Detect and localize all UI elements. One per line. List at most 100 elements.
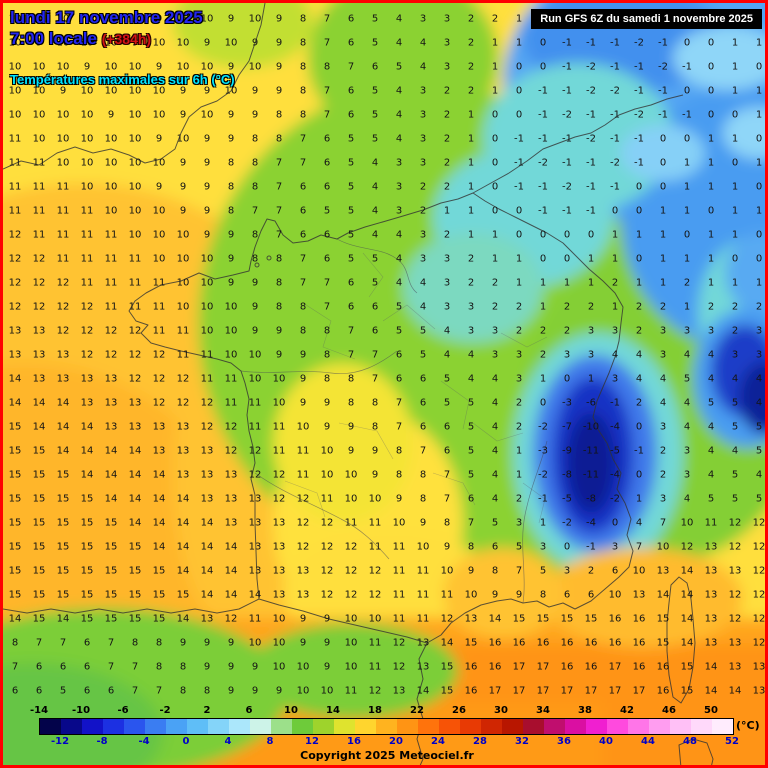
temp-value: 13 <box>200 469 214 481</box>
temp-value: 10 <box>56 61 70 73</box>
temp-value: 2 <box>467 85 475 97</box>
rivers <box>240 238 548 604</box>
temp-value: -2 <box>538 421 548 433</box>
colorbar-tick-label: 16 <box>347 736 361 747</box>
temp-value: 9 <box>323 637 331 649</box>
temp-value: -6 <box>586 397 596 409</box>
temp-value: 13 <box>104 397 118 409</box>
temp-value: 12 <box>296 517 310 529</box>
temp-value: 0 <box>731 109 739 121</box>
temp-value: 9 <box>251 685 259 697</box>
temp-value: 3 <box>515 349 523 361</box>
colorbar-tick-label: -12 <box>50 736 70 747</box>
temp-value: 15 <box>512 613 526 625</box>
temp-value: 10 <box>632 565 646 577</box>
temp-value: 15 <box>104 541 118 553</box>
temp-value: -1 <box>610 61 620 73</box>
colorbar-tick-label: 24 <box>431 736 445 747</box>
temp-value: 15 <box>80 565 94 577</box>
temp-value: 4 <box>683 397 691 409</box>
temp-value: 6 <box>371 325 379 337</box>
temp-value: 9 <box>275 13 283 25</box>
temp-value: 12 <box>368 685 382 697</box>
colorbar-bottom-labels: -12 -8 -4 0 4 8 12 16 20 24 28 32 36 40 44 48 52 <box>3 736 765 748</box>
temp-value: 0 <box>635 181 643 193</box>
temp-value: 5 <box>371 109 379 121</box>
colorbar-tick-label: 36 <box>557 736 571 747</box>
temp-value: 1 <box>755 277 763 289</box>
colorbar-segment <box>628 719 649 734</box>
temp-value: 15 <box>464 637 478 649</box>
temp-value: 7 <box>323 301 331 313</box>
temp-value: 6 <box>35 685 43 697</box>
temp-value: 9 <box>179 13 187 25</box>
temp-value: 2 <box>683 277 691 289</box>
temp-value: -2 <box>586 61 596 73</box>
temp-value: 10 <box>152 253 166 265</box>
temp-value: 8 <box>227 181 235 193</box>
temp-value: 15 <box>32 613 46 625</box>
temp-value: 7 <box>323 85 331 97</box>
temp-value: 7 <box>107 661 115 673</box>
temp-value: 1 <box>587 277 595 289</box>
temp-value: 12 <box>248 445 262 457</box>
temp-value: 16 <box>608 613 622 625</box>
temp-value: 5 <box>395 301 403 313</box>
temp-value: 15 <box>80 517 94 529</box>
temp-value: 10 <box>56 133 70 145</box>
temp-value: 3 <box>611 541 619 553</box>
temp-value: 7 <box>419 445 427 457</box>
temp-value: 6 <box>587 589 595 601</box>
temp-value: 0 <box>539 37 547 49</box>
temp-value: -1 <box>658 109 668 121</box>
temp-value: 15 <box>32 469 46 481</box>
temp-value: 7 <box>443 493 451 505</box>
temp-value: 7 <box>323 277 331 289</box>
temp-value: 17 <box>584 685 598 697</box>
temp-value: 16 <box>464 661 478 673</box>
temp-value: 10 <box>32 13 46 25</box>
temp-value: 5 <box>467 421 475 433</box>
temp-value: 0 <box>611 517 619 529</box>
temp-value: -1 <box>514 157 524 169</box>
temp-value: 9 <box>203 661 211 673</box>
spain-med-coastline <box>416 642 428 765</box>
temp-value: 11 <box>152 325 166 337</box>
colorbar-segment <box>271 719 292 734</box>
temp-value: 14 <box>680 565 694 577</box>
temp-value: 3 <box>611 373 619 385</box>
temp-value: 6 <box>371 61 379 73</box>
temp-value: 11 <box>704 517 718 529</box>
temp-value: 14 <box>80 445 94 457</box>
temp-value: 0 <box>539 397 547 409</box>
temp-value: 16 <box>488 661 502 673</box>
temp-value: -7 <box>562 421 572 433</box>
temp-value: 12 <box>272 493 286 505</box>
temp-value: 9 <box>275 37 283 49</box>
temp-value: 9 <box>299 613 307 625</box>
colorbar-segment <box>460 719 481 734</box>
temp-value: 10 <box>344 661 358 673</box>
temp-value: 1 <box>515 469 523 481</box>
temp-value: 15 <box>32 589 46 601</box>
channel-island <box>254 262 260 268</box>
temp-value: 4 <box>467 349 475 361</box>
temp-value: 16 <box>560 637 574 649</box>
temp-value: 11 <box>272 445 286 457</box>
temp-value: 16 <box>656 661 670 673</box>
temp-value: 10 <box>248 373 262 385</box>
temp-value: 10 <box>104 205 118 217</box>
temp-value: 10 <box>176 229 190 241</box>
temp-value: 13 <box>704 637 718 649</box>
colorbar-segment <box>250 719 271 734</box>
temp-value: 1 <box>707 253 715 265</box>
temp-value: 11 <box>368 517 382 529</box>
temp-value: 4 <box>707 349 715 361</box>
temp-value: 14 <box>152 493 166 505</box>
temp-value: 4 <box>659 397 667 409</box>
temp-value: 7 <box>131 685 139 697</box>
temp-value: 4 <box>371 181 379 193</box>
temp-value: 10 <box>80 157 94 169</box>
temp-value: 3 <box>419 109 427 121</box>
temp-value: 8 <box>323 61 331 73</box>
